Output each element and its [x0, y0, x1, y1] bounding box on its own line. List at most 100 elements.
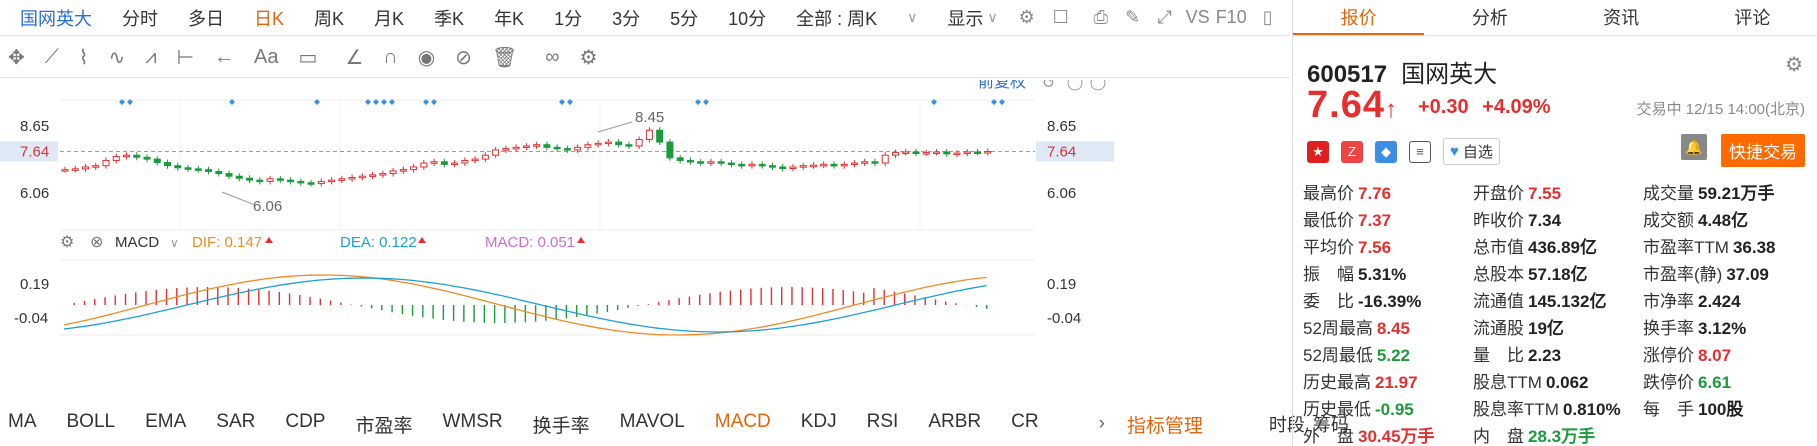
stat-cell: 昨收价 7.34 — [1473, 206, 1643, 231]
document-icon[interactable]: ≡ — [1409, 140, 1431, 163]
tab-chips[interactable]: 筹码 — [1312, 415, 1349, 435]
period-tab[interactable]: 多日 — [188, 8, 224, 29]
angle-tool-icon[interactable]: ∠ — [345, 47, 364, 69]
f10-button[interactable]: F10 — [1215, 7, 1247, 27]
candle-body — [256, 179, 264, 183]
stat-value: 28.3万手 — [1528, 427, 1596, 446]
tab-time-period[interactable]: 时段 — [1268, 415, 1305, 435]
fullscreen-icon[interactable]: ⤢ — [1157, 7, 1172, 27]
add-watchlist-button[interactable]: ♥ 自选 — [1443, 138, 1500, 165]
period-tab[interactable]: 日K — [254, 8, 285, 29]
indicator-tab[interactable]: RSI — [866, 410, 899, 432]
trash-icon[interactable]: 🗑 — [491, 47, 518, 69]
camera-icon[interactable]: ⎙ — [1093, 7, 1108, 27]
period-tab[interactable]: 3分 — [612, 8, 641, 29]
tag-icon: ◆ — [1375, 140, 1397, 163]
indicator-tab[interactable]: KDJ — [800, 410, 837, 432]
link-icon[interactable]: ∞ — [545, 46, 560, 68]
candle-body — [266, 178, 274, 182]
text-tool-icon[interactable]: Aa — [254, 46, 279, 68]
eye-icon[interactable]: ◉ — [417, 47, 436, 69]
vs-button[interactable]: VS — [1185, 7, 1210, 27]
period-tab[interactable]: 月K — [374, 8, 405, 29]
indicator-name: MACD — [115, 234, 159, 251]
quote-tab[interactable]: 评论 — [1734, 8, 1771, 28]
display-menu[interactable]: 显示 — [947, 8, 984, 29]
bell-icon[interactable]: 🔔 — [1681, 134, 1707, 160]
candle-body — [389, 170, 397, 175]
hide-icon[interactable]: ⊘ — [455, 47, 472, 69]
settings-icon[interactable]: ⚙ — [1785, 54, 1803, 76]
sidebar-toggle-icon[interactable]: ▯ — [1262, 7, 1273, 27]
stat-cell: 振 幅 5.31% — [1303, 260, 1473, 285]
magnet-icon[interactable]: ∩ — [383, 46, 398, 68]
candle-body — [594, 142, 602, 146]
period-range-select[interactable]: 全部 : 周K — [796, 8, 878, 29]
quote-tab[interactable]: 报价 — [1293, 0, 1425, 35]
stat-label: 总股本 — [1473, 265, 1524, 284]
indicator-tab[interactable]: EMA — [145, 410, 187, 432]
candle-body — [902, 151, 910, 155]
event-marker-icon — [999, 99, 1005, 105]
chevron-right-icon[interactable]: › — [1098, 413, 1105, 434]
indicator-tab[interactable]: WMSR — [442, 410, 503, 432]
indicator-tab[interactable]: MAVOL — [619, 410, 685, 432]
indicator-tab[interactable]: SAR — [216, 410, 256, 432]
period-tab[interactable]: 1分 — [554, 8, 583, 29]
candle-body — [71, 168, 79, 171]
quote-tab[interactable]: 资讯 — [1603, 8, 1640, 28]
pen-icon[interactable]: ✎ — [1125, 7, 1141, 27]
indicator-tab[interactable]: CDP — [285, 410, 326, 432]
indicator-manage-button[interactable]: 指标管理 — [1126, 415, 1203, 437]
period-tab[interactable]: 季K — [434, 8, 465, 29]
fib-tool-icon[interactable]: ⩘ — [145, 46, 157, 68]
stat-cell: 总市值 436.89亿 — [1473, 233, 1643, 258]
period-tab[interactable]: 年K — [494, 8, 525, 29]
indicator-tab[interactable]: MACD — [714, 410, 771, 432]
stock-code: 600517 — [1307, 61, 1388, 88]
candle-body — [963, 151, 971, 155]
stat-value: 57.18亿 — [1528, 265, 1588, 284]
indicator-tab[interactable]: 换手率 — [532, 415, 590, 437]
candle-body — [645, 129, 653, 140]
candle-body — [768, 165, 776, 168]
event-marker-icon — [423, 99, 429, 105]
shenzhen-hk-connect-icon: Z — [1341, 140, 1363, 163]
indicator-tab[interactable]: CR — [1011, 410, 1039, 432]
candle-body — [789, 166, 797, 170]
wave-tool-icon[interactable]: ∿ — [108, 47, 126, 69]
stat-value: 7.34 — [1528, 211, 1562, 230]
period-tab[interactable]: 分时 — [122, 8, 158, 29]
line-tool-icon[interactable]: ⟋ — [44, 46, 59, 68]
candle-body — [922, 152, 930, 155]
arrow-tool-icon[interactable]: ← — [214, 46, 234, 68]
indicator-tab[interactable]: BOLL — [66, 410, 116, 432]
move-icon[interactable]: ✥ — [8, 47, 25, 69]
indicator-tab[interactable]: ARBR — [928, 410, 982, 432]
period-tab[interactable]: 周K — [314, 8, 345, 29]
polyline-tool-icon[interactable]: ⌇ — [78, 47, 89, 69]
low-pointer — [221, 191, 256, 206]
settings-icon[interactable]: ⚙ — [579, 47, 598, 69]
period-tab[interactable]: 5分 — [670, 8, 699, 29]
macd-tick: 0.19 — [1047, 276, 1076, 293]
chart-style-icon[interactable]: ☐ — [1052, 7, 1069, 27]
stock-name-link[interactable]: 国网英大 — [20, 8, 92, 29]
quote-tab[interactable]: 分析 — [1471, 8, 1508, 28]
fast-trade-button[interactable]: 快捷交易 — [1721, 134, 1805, 167]
kline-chart[interactable]: 前复权 ↺ 8.65 8.65 6.06 6.06 7.64 7.64 8.45 6.06 ⚙ ⊗ MA… — [0, 73, 1290, 390]
candle-body — [871, 161, 879, 164]
stat-label: 52周最高 — [1303, 319, 1373, 338]
event-marker-icon — [431, 99, 437, 105]
settings-icon[interactable]: ⚙ — [1018, 7, 1035, 27]
event-marker-icon — [229, 99, 235, 105]
adjust-label: 前复权 — [978, 80, 1026, 91]
measure-tool-icon[interactable]: ⊢ — [176, 47, 194, 69]
indicator-tab[interactable]: 市盈率 — [355, 415, 413, 437]
comment-tool-icon[interactable]: ▭ — [298, 47, 318, 69]
chart-panel: 国网英大 分时 多日 日K 周K 月K 季K 年K 1分 3分 5分 10分 全部 : 周K ∨ 显… — [0, 7, 1349, 437]
candle-body — [164, 162, 172, 167]
indicator-tab[interactable]: MA — [8, 410, 37, 432]
period-tab[interactable]: 10分 — [728, 8, 767, 29]
event-marker-icon — [931, 99, 937, 105]
